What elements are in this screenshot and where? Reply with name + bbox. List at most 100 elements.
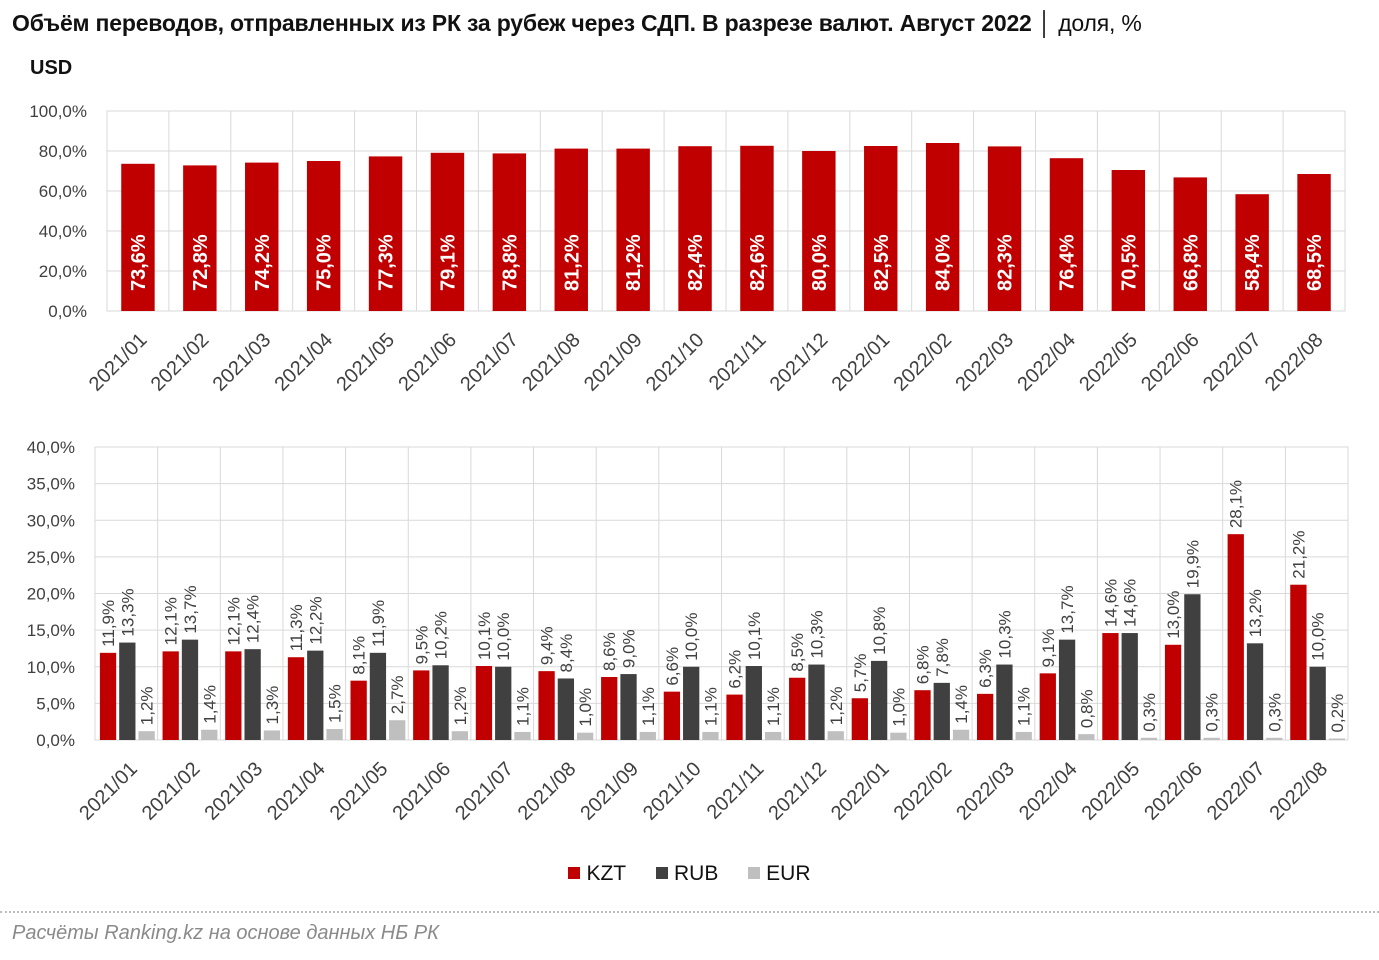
bar-rub bbox=[996, 664, 1013, 740]
bar-value-label-rub: 14,6% bbox=[1121, 579, 1140, 627]
bar-value-label-rub: 10,0% bbox=[494, 613, 513, 661]
bar bbox=[1173, 177, 1207, 311]
x-tick-label: 2021/05 bbox=[326, 758, 393, 825]
bar-kzt bbox=[601, 677, 618, 740]
bar-value-label-rub: 13,7% bbox=[1058, 585, 1077, 633]
bar-value-label: 79,1% bbox=[437, 234, 459, 291]
bar bbox=[121, 163, 155, 311]
bar-eur bbox=[451, 731, 469, 740]
x-tick-label: 2022/05 bbox=[1078, 758, 1145, 825]
x-tick-label: 2021/01 bbox=[75, 758, 142, 825]
bar bbox=[1049, 158, 1084, 311]
bar-rub bbox=[745, 666, 762, 740]
bar-kzt bbox=[1039, 673, 1056, 740]
bar-value-label-kzt: 9,4% bbox=[538, 626, 557, 665]
bar-value-label: 66,8% bbox=[1180, 234, 1202, 291]
bar-value-label-kzt: 9,5% bbox=[412, 626, 431, 665]
bar-value-label-eur: 1,1% bbox=[1015, 687, 1034, 726]
bar-rub bbox=[1246, 643, 1264, 740]
bar-value-label-rub: 10,3% bbox=[995, 610, 1014, 658]
bar-kzt bbox=[1290, 584, 1307, 740]
bar-rub bbox=[683, 666, 700, 740]
bar-value-label-kzt: 6,6% bbox=[663, 647, 682, 686]
bar bbox=[1111, 170, 1146, 311]
bar-value-label-eur: 1,2% bbox=[138, 686, 157, 725]
x-tick-label: 2022/01 bbox=[827, 758, 894, 825]
x-tick-label: 2022/02 bbox=[890, 758, 957, 825]
x-tick-label: 2022/04 bbox=[1015, 758, 1082, 825]
bar-value-label: 82,4% bbox=[685, 234, 707, 291]
bar-eur bbox=[952, 729, 970, 740]
x-tick-label: 2022/08 bbox=[1266, 758, 1333, 825]
bar-kzt bbox=[350, 680, 367, 740]
legend-item-kzt: KZT bbox=[568, 862, 626, 886]
bar-value-label-rub: 10,3% bbox=[807, 610, 826, 658]
bar-value-label: 84,0% bbox=[933, 234, 955, 291]
x-tick-label: 2021/12 bbox=[764, 758, 831, 825]
bar-eur bbox=[1078, 734, 1095, 740]
bar-value-label-eur: 0,8% bbox=[1077, 689, 1096, 728]
bar-value-label-rub: 13,2% bbox=[1246, 589, 1265, 637]
bar-value-label-rub: 19,9% bbox=[1183, 540, 1202, 588]
y-tick-label: 40,0% bbox=[27, 438, 75, 457]
bar-kzt bbox=[225, 651, 242, 740]
bar-kzt bbox=[789, 677, 806, 740]
legend-item-rub: RUB bbox=[655, 862, 718, 886]
bar-kzt bbox=[475, 666, 493, 740]
bar-value-label: 68,5% bbox=[1304, 234, 1326, 291]
bar-value-label-eur: 1,2% bbox=[451, 686, 470, 725]
bar-value-label-kzt: 28,1% bbox=[1227, 480, 1246, 528]
y-tick-label: 30,0% bbox=[27, 511, 75, 530]
bar-rub bbox=[369, 652, 387, 740]
legend-swatch-eur bbox=[748, 867, 761, 879]
bar-value-label-eur: 1,3% bbox=[263, 686, 282, 725]
bar-value-label-eur: 1,2% bbox=[827, 686, 846, 725]
chart-subtitle: USD bbox=[30, 57, 73, 79]
bar-value-label-rub: 12,4% bbox=[244, 595, 263, 643]
x-tick-label: 2021/09 bbox=[576, 758, 643, 825]
bar-value-label: 81,2% bbox=[561, 234, 583, 291]
bar-value-label-eur: 0,2% bbox=[1328, 694, 1347, 733]
bar bbox=[554, 148, 588, 311]
bar bbox=[678, 146, 712, 311]
bar bbox=[368, 156, 403, 311]
bar-eur bbox=[263, 730, 281, 740]
bar bbox=[925, 143, 960, 311]
bar-value-label-rub: 9,0% bbox=[620, 629, 639, 668]
bar-value-label-kzt: 5,7% bbox=[851, 653, 870, 692]
x-tick-label: 2021/06 bbox=[388, 758, 455, 825]
bar-kzt bbox=[287, 657, 305, 740]
bar-eur bbox=[326, 729, 343, 740]
bar-value-label-rub: 11,9% bbox=[369, 600, 388, 647]
bar-value-label-eur: 1,4% bbox=[952, 685, 971, 724]
bar-value-label-eur: 0,3% bbox=[1140, 693, 1159, 732]
bar-kzt bbox=[99, 652, 117, 740]
bar bbox=[183, 165, 217, 311]
bar-value-label: 73,6% bbox=[128, 234, 150, 291]
x-tick-label: 2021/02 bbox=[138, 758, 205, 825]
bar-value-label-kzt: 10,1% bbox=[475, 612, 494, 660]
bar bbox=[1235, 194, 1269, 311]
bar-value-label-rub: 10,8% bbox=[870, 607, 889, 655]
x-tick-label: 2021/03 bbox=[200, 758, 267, 825]
bar-rub bbox=[870, 660, 888, 740]
legend-label-eur: EUR bbox=[766, 862, 811, 885]
source-note: Расчёты Ranking.kz на основе данных НБ Р… bbox=[12, 922, 439, 944]
legend-swatch-rub bbox=[655, 867, 668, 879]
y-tick-label: 100,0% bbox=[29, 102, 87, 121]
y-tick-label: 10,0% bbox=[27, 658, 75, 677]
bar-value-label-kzt: 6,2% bbox=[726, 650, 745, 689]
x-tick-label: 2022/06 bbox=[1140, 758, 1207, 825]
bar-eur bbox=[1015, 731, 1032, 740]
bar-rub bbox=[307, 650, 324, 740]
bar-value-label: 74,2% bbox=[252, 234, 274, 291]
bar-value-label-kzt: 12,1% bbox=[162, 597, 181, 645]
bar-value-label-kzt: 21,2% bbox=[1289, 531, 1308, 579]
bar-kzt bbox=[413, 670, 430, 740]
bar-rub bbox=[1121, 633, 1138, 740]
x-tick-label: 2021/07 bbox=[451, 758, 518, 825]
bar-rub bbox=[495, 666, 512, 740]
x-tick-label: 2021/11 bbox=[703, 758, 769, 824]
bar-rub bbox=[557, 678, 575, 740]
bar-value-label-eur: 1,1% bbox=[701, 687, 720, 726]
